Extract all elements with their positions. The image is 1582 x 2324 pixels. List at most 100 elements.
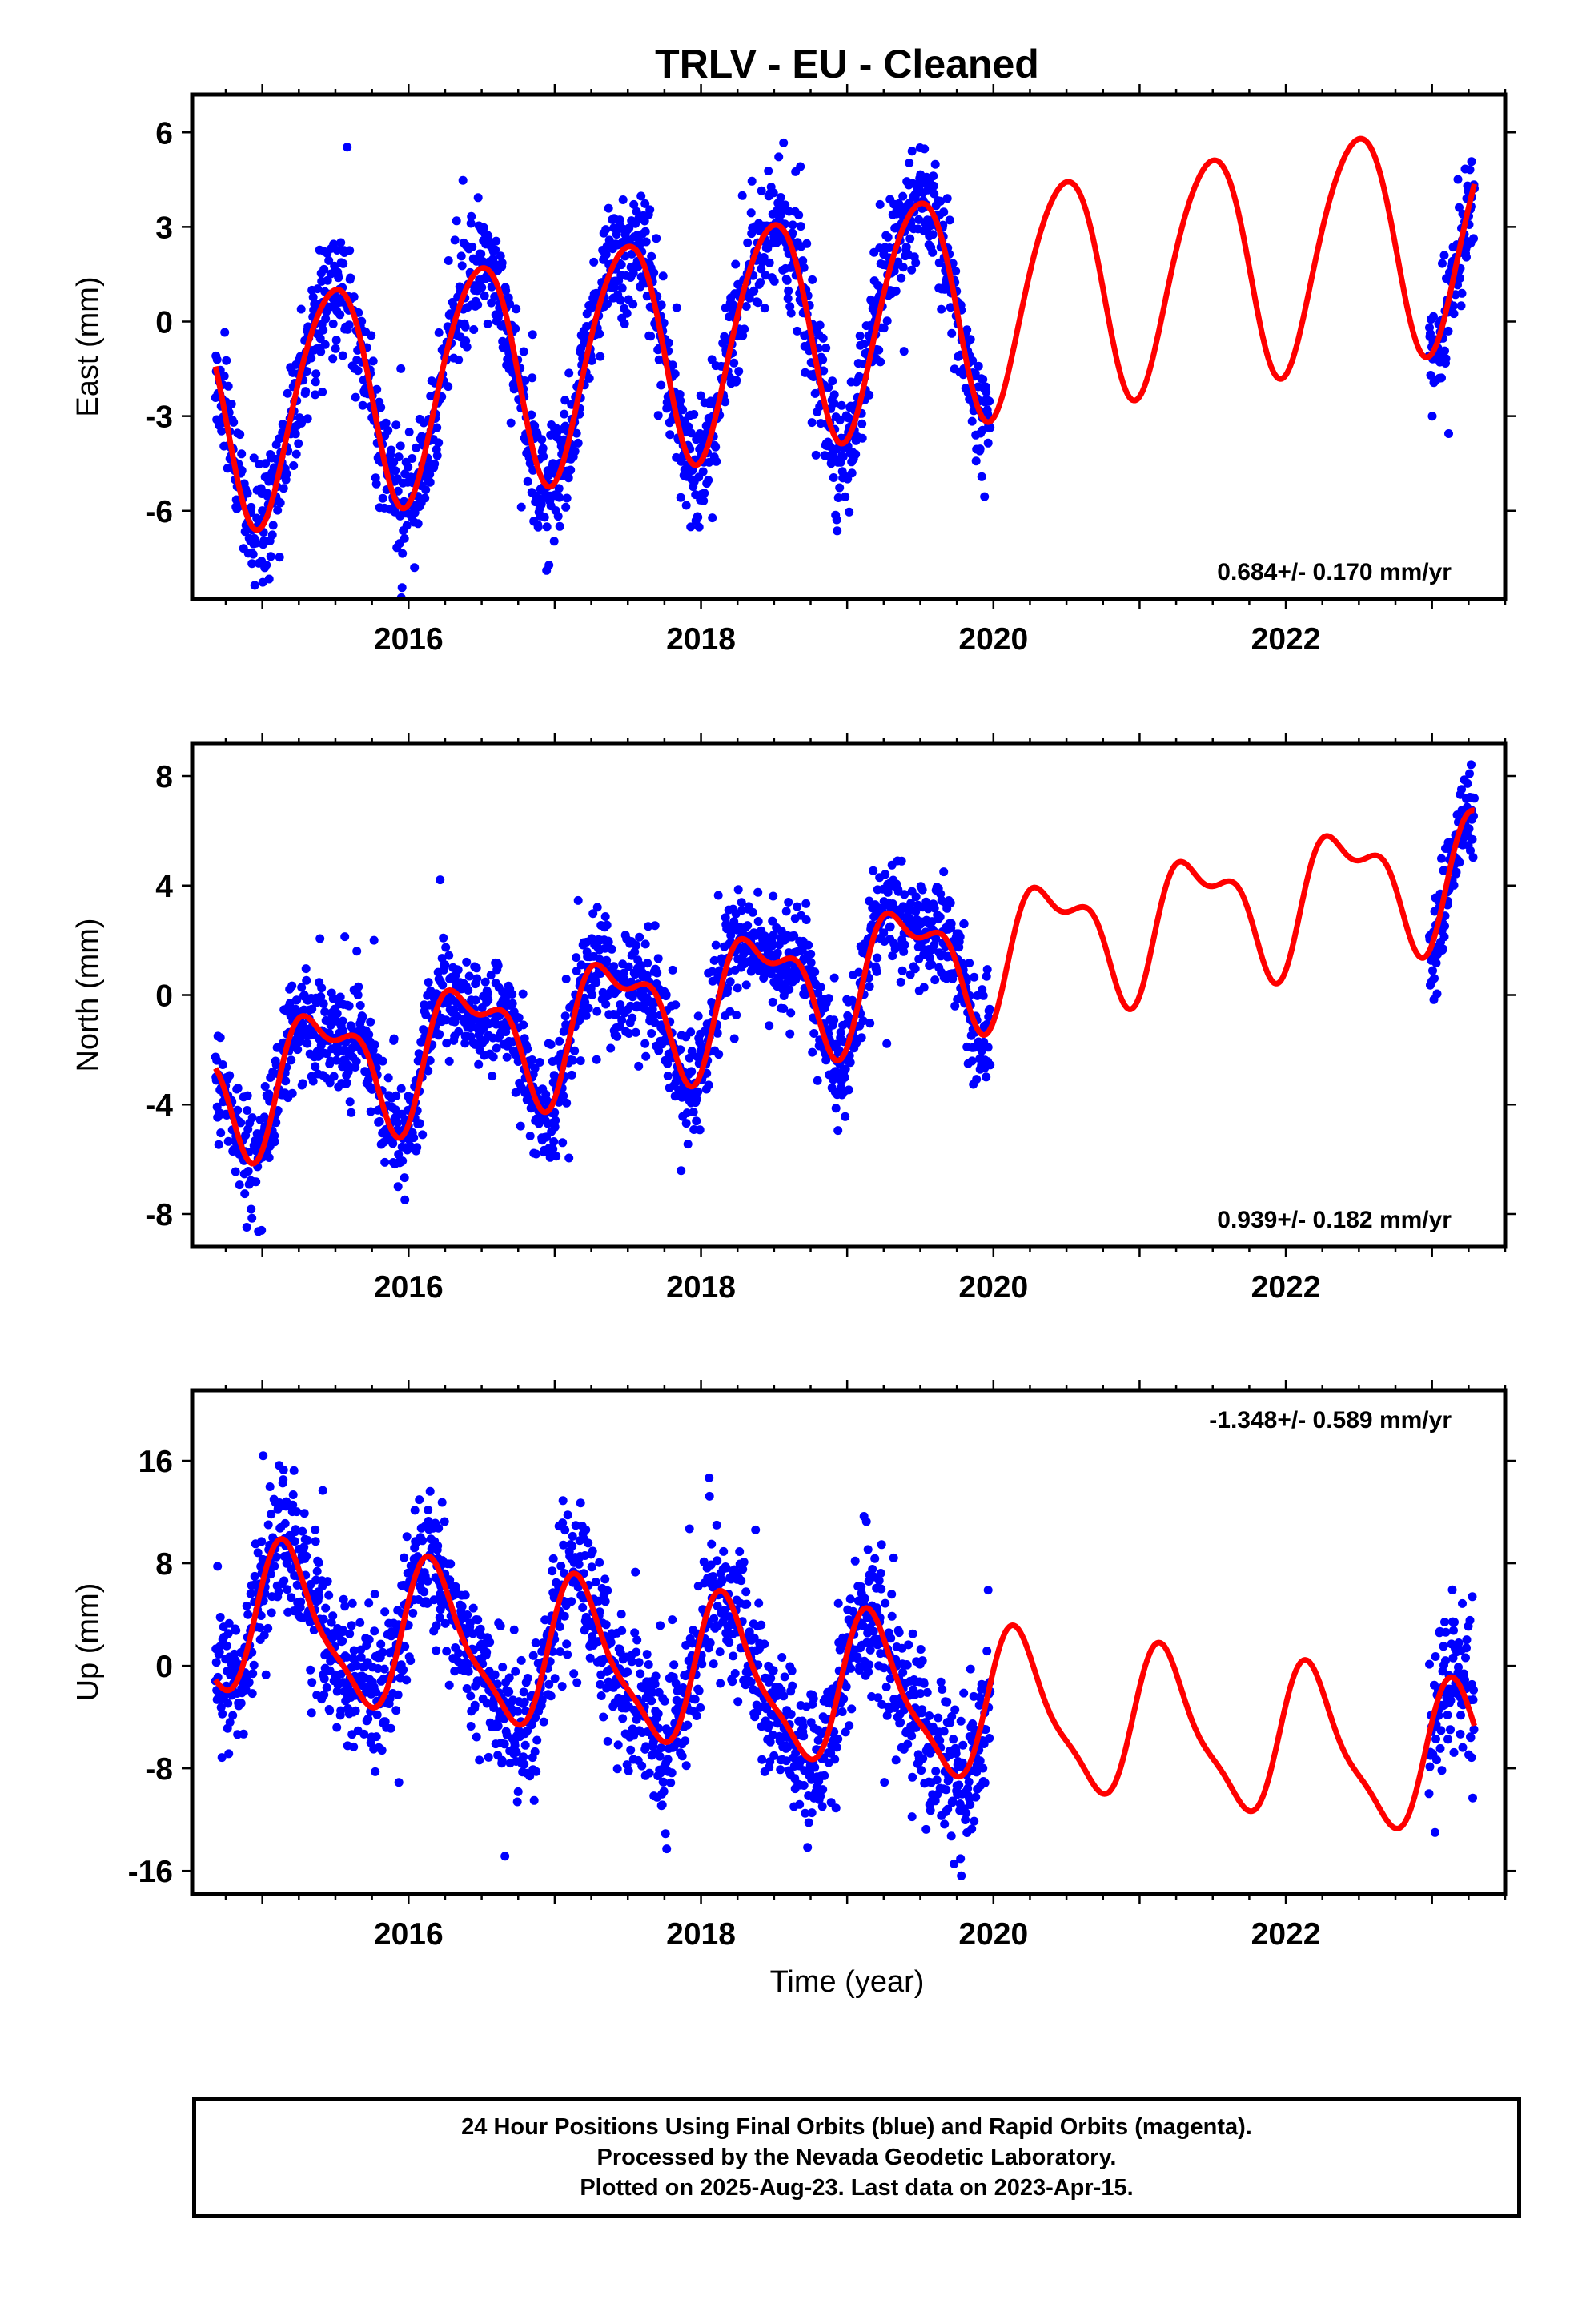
east-data-point [936, 196, 946, 206]
north-data-point [549, 1137, 559, 1146]
north-data-point [351, 1057, 361, 1066]
east-data-point [268, 521, 278, 530]
east-data-point [757, 264, 766, 274]
up-data-point [231, 1626, 241, 1635]
east-data-point [235, 430, 245, 440]
east-data-point [229, 417, 239, 427]
up-data-point [263, 1520, 273, 1530]
north-data-point [785, 1029, 795, 1039]
north-data-point [630, 947, 640, 957]
east-data-point [986, 423, 995, 432]
north-data-point [982, 965, 992, 975]
up-data-point [512, 1797, 522, 1807]
east-data-point [617, 283, 627, 293]
east-data-point [971, 456, 981, 466]
north-data-point [216, 1128, 226, 1138]
east-data-point [759, 253, 769, 262]
north-data-point [668, 965, 677, 975]
east-data-point [467, 211, 476, 221]
north-data-point [741, 980, 751, 990]
east-data-point [859, 340, 869, 348]
east-data-point [544, 561, 554, 570]
east-data-point [945, 215, 954, 225]
north-data-point [564, 1153, 574, 1163]
up-data-point [581, 1525, 591, 1534]
east-data-point [320, 340, 330, 349]
up-data-point [500, 1739, 509, 1749]
east-data-point [303, 414, 312, 424]
north-data-point [797, 945, 807, 955]
up-data-point [530, 1747, 540, 1756]
north-data-point [572, 953, 581, 963]
east-data-point [478, 257, 488, 267]
east-data-point [704, 476, 713, 485]
north-data-point [767, 941, 777, 951]
east-data-point [454, 355, 464, 364]
north-data-point [663, 1059, 673, 1068]
east-y-tick-label: -6 [145, 495, 173, 529]
east-data-point [247, 502, 256, 512]
east-data-point [732, 376, 741, 385]
up-data-point [311, 1537, 320, 1546]
north-data-point [791, 975, 801, 984]
up-data-point [636, 1669, 645, 1679]
east-data-point [338, 351, 347, 360]
east-data-point [282, 469, 291, 479]
east-data-point [879, 324, 889, 333]
up-data-point [442, 1647, 452, 1656]
up-data-point [550, 1674, 560, 1683]
east-data-point [1441, 354, 1451, 364]
north-data-point [769, 930, 778, 939]
east-data-point [1455, 203, 1464, 212]
east-x-tick-label: 2016 [374, 622, 444, 657]
up-data-point [218, 1709, 227, 1719]
north-data-point [516, 1121, 525, 1131]
north-data-point [242, 1223, 251, 1232]
up-data-point [224, 1618, 234, 1628]
east-data-point [555, 521, 564, 531]
up-data-point [336, 1706, 346, 1715]
up-data-point [371, 1732, 381, 1742]
north-data-point [592, 903, 602, 912]
up-data-point [319, 1674, 329, 1683]
up-data-point [559, 1540, 568, 1550]
north-data-point [840, 1072, 849, 1082]
up-data-point [307, 1708, 316, 1718]
east-data-point [740, 324, 749, 334]
north-data-point [1439, 932, 1449, 942]
north-data-point [1466, 846, 1475, 855]
north-data-point [358, 1012, 367, 1022]
north-data-point [366, 1107, 375, 1116]
north-data-point [872, 967, 881, 976]
up-data-point [259, 1451, 268, 1461]
north-data-point [1431, 959, 1441, 968]
north-data-point [601, 999, 611, 1009]
east-data-point [264, 574, 274, 584]
east-data-point [828, 376, 837, 386]
east-data-point [248, 549, 258, 559]
east-data-point [1457, 288, 1467, 298]
east-data-point [857, 419, 867, 428]
up-data-point [733, 1697, 743, 1707]
up-data-point [528, 1651, 538, 1660]
north-data-point [551, 1116, 560, 1125]
east-data-point [654, 355, 664, 364]
north-data-point [865, 1019, 875, 1028]
east-data-point [1465, 165, 1475, 175]
east-data-point [538, 444, 548, 453]
north-data-point [223, 1136, 233, 1146]
east-data-point [1453, 280, 1462, 290]
north-data-point [865, 982, 874, 991]
east-data-point [967, 416, 977, 426]
up-data-point [223, 1629, 233, 1638]
east-data-point [907, 147, 917, 156]
east-data-point [536, 500, 546, 509]
east-data-point [980, 492, 990, 501]
up-data-point [651, 1671, 661, 1681]
up-data-point [647, 1696, 656, 1706]
north-data-point [319, 999, 328, 1008]
east-data-point [855, 331, 865, 340]
north-data-point [663, 1072, 673, 1080]
north-data-point [671, 1000, 681, 1010]
east-data-point [785, 302, 795, 312]
